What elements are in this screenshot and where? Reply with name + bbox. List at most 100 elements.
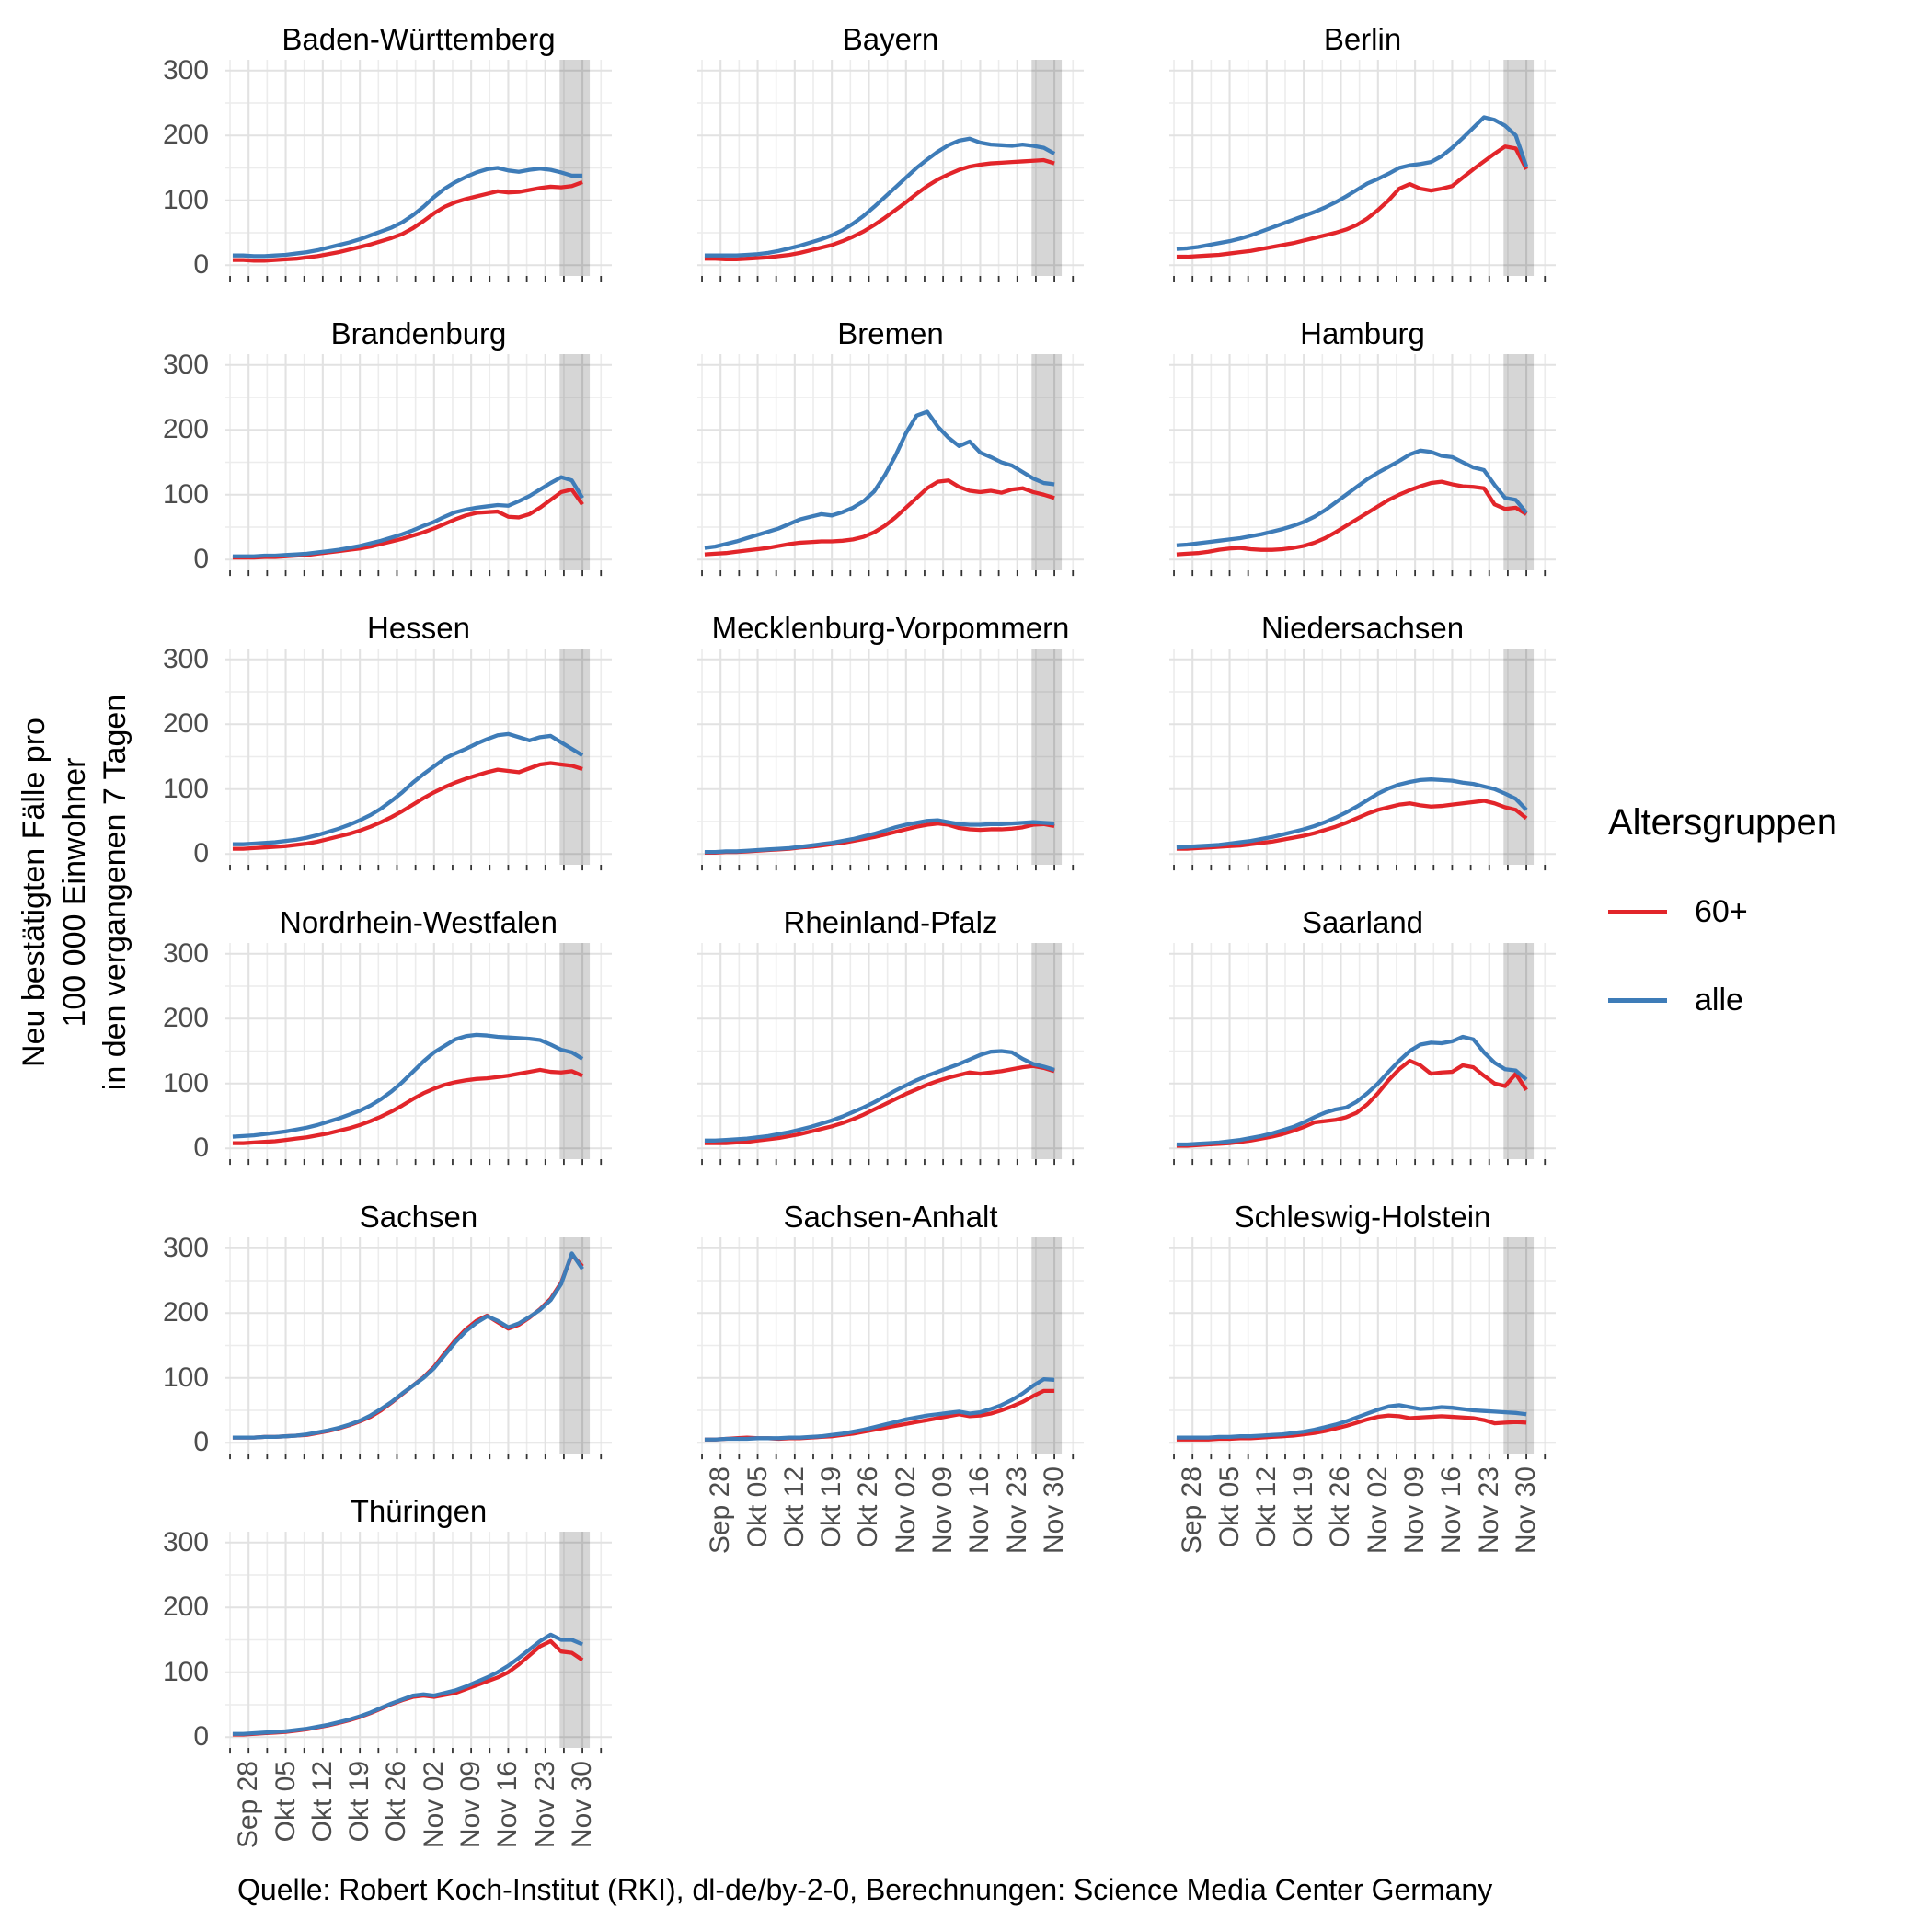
facet-panel-sachsen <box>225 1237 612 1454</box>
facet-panel-rheinland-pfalz <box>697 943 1084 1159</box>
line-60 <box>705 160 1054 259</box>
facet-title-bayern: Bayern <box>842 22 939 56</box>
y-tick-label: 300 <box>162 1232 209 1263</box>
line-60 <box>705 1066 1054 1144</box>
line-alle <box>233 477 582 557</box>
y-tick-label: 100 <box>162 478 209 510</box>
line-alle <box>705 821 1054 853</box>
line-alle <box>705 1379 1054 1440</box>
line-alle <box>1177 1037 1526 1144</box>
facet-panel-th-ringen <box>225 1532 612 1748</box>
facet-title-saarland: Saarland <box>1301 905 1424 939</box>
x-tick-label: Sep 28 <box>1177 1466 1208 1555</box>
x-tick-label: Okt 26 <box>1325 1466 1356 1548</box>
line-alle <box>1177 118 1526 249</box>
facet-panel-brandenburg <box>225 354 612 570</box>
recent-data-band <box>1031 649 1063 865</box>
legend-item-alle: alle <box>1608 980 1921 1020</box>
x-tick-label: Sep 28 <box>233 1761 264 1849</box>
y-tick-label: 200 <box>162 120 209 151</box>
facet-title-sachsen-anhalt: Sachsen-Anhalt <box>783 1200 998 1234</box>
line-alle <box>233 1635 582 1734</box>
recent-data-band <box>1031 354 1063 570</box>
facet-title-th-ringen: Thüringen <box>350 1494 488 1528</box>
y-tick-label: 0 <box>193 1132 209 1164</box>
legend-item-60plus: 60+ <box>1608 891 1921 932</box>
recent-data-band <box>1503 943 1535 1159</box>
x-tick-label: Okt 12 <box>778 1466 810 1548</box>
facet-panel-mecklenburg-vorpommern <box>697 649 1084 865</box>
x-tick-label: Nov 30 <box>1039 1466 1070 1555</box>
y-axis-title: Neu bestätigten Fälle pro 100 000 Einwoh… <box>17 694 132 1091</box>
line-60 <box>233 764 582 849</box>
line-alle <box>233 168 582 257</box>
line-alle <box>233 734 582 845</box>
x-tick-label: Nov 02 <box>1362 1466 1393 1555</box>
facet-title-rheinland-pfalz: Rheinland-Pfalz <box>783 905 998 939</box>
facet-title-sachsen: Sachsen <box>359 1200 478 1234</box>
x-tick-label: Nov 30 <box>1511 1466 1542 1555</box>
y-tick-label: 200 <box>162 1003 209 1034</box>
facet-panel-sachsen-anhalt <box>697 1237 1084 1454</box>
line-alle <box>1177 451 1526 546</box>
recent-data-band <box>559 649 591 865</box>
x-tick-label: Okt 05 <box>1213 1466 1245 1548</box>
x-tick-label: Nov 23 <box>529 1761 560 1849</box>
y-tick-label: 300 <box>162 54 209 86</box>
facet-title-baden-w-rttemberg: Baden-Württemberg <box>282 22 556 56</box>
y-tick-label: 200 <box>162 1297 209 1328</box>
x-tick-label: Nov 30 <box>567 1761 598 1849</box>
y-tick-label: 100 <box>162 1362 209 1393</box>
y-tick-label: 100 <box>162 184 209 215</box>
facet-panel-berlin <box>1169 60 1556 276</box>
y-tick-label: 0 <box>193 1427 209 1458</box>
x-tick-label: Nov 16 <box>492 1761 523 1849</box>
legend: Altersgruppen 60+ alle <box>1608 802 1921 1068</box>
facet-title-schleswig-holstein: Schleswig-Holstein <box>1234 1200 1491 1234</box>
x-tick-label: Nov 16 <box>964 1466 995 1555</box>
recent-data-band <box>559 354 591 570</box>
x-tick-label: Nov 02 <box>418 1761 449 1849</box>
facet-panel-hessen <box>225 649 612 865</box>
facet-title-bremen: Bremen <box>837 316 944 351</box>
x-tick-label: Nov 09 <box>927 1466 959 1555</box>
facet-title-brandenburg: Brandenburg <box>330 316 507 351</box>
line-60 <box>1177 800 1526 848</box>
y-tick-label: 0 <box>193 838 209 869</box>
y-tick-label: 300 <box>162 1526 209 1557</box>
facet-title-nordrhein-westfalen: Nordrhein-Westfalen <box>279 905 558 939</box>
x-tick-label: Okt 19 <box>1288 1466 1319 1548</box>
recent-data-band <box>1503 60 1535 276</box>
line-alle <box>233 1035 582 1137</box>
x-tick-label: Sep 28 <box>705 1466 736 1555</box>
legend-item-label: 60+ <box>1695 893 1748 929</box>
facet-title-niedersachsen: Niedersachsen <box>1260 611 1465 645</box>
facet-title-hamburg: Hamburg <box>1300 316 1425 351</box>
y-tick-label: 0 <box>193 249 209 281</box>
facet-panel-niedersachsen <box>1169 649 1556 865</box>
recent-data-band <box>1031 1237 1063 1454</box>
x-tick-label: Nov 02 <box>890 1466 921 1555</box>
y-tick-label: 0 <box>193 544 209 575</box>
line-60 <box>233 1070 582 1144</box>
line-alle <box>233 1253 582 1437</box>
x-tick-label: Okt 05 <box>742 1466 773 1548</box>
line-60 <box>705 480 1054 554</box>
y-tick-label: 100 <box>162 773 209 804</box>
x-tick-label: Nov 09 <box>455 1761 487 1849</box>
recent-data-band <box>1503 649 1535 865</box>
y-tick-label: 300 <box>162 643 209 674</box>
y-tick-label: 300 <box>162 937 209 969</box>
y-tick-label: 300 <box>162 349 209 380</box>
recent-data-band <box>1031 943 1063 1159</box>
facet-panel-bremen <box>697 354 1084 570</box>
recent-data-band <box>1031 60 1063 276</box>
facet-panel-bayern <box>697 60 1084 276</box>
x-tick-label: Nov 09 <box>1399 1466 1431 1555</box>
x-tick-label: Nov 23 <box>1001 1466 1032 1555</box>
facet-title-hessen: Hessen <box>367 611 470 645</box>
y-tick-label: 200 <box>162 708 209 740</box>
x-tick-label: Okt 12 <box>306 1761 338 1843</box>
x-tick-label: Okt 26 <box>853 1466 884 1548</box>
